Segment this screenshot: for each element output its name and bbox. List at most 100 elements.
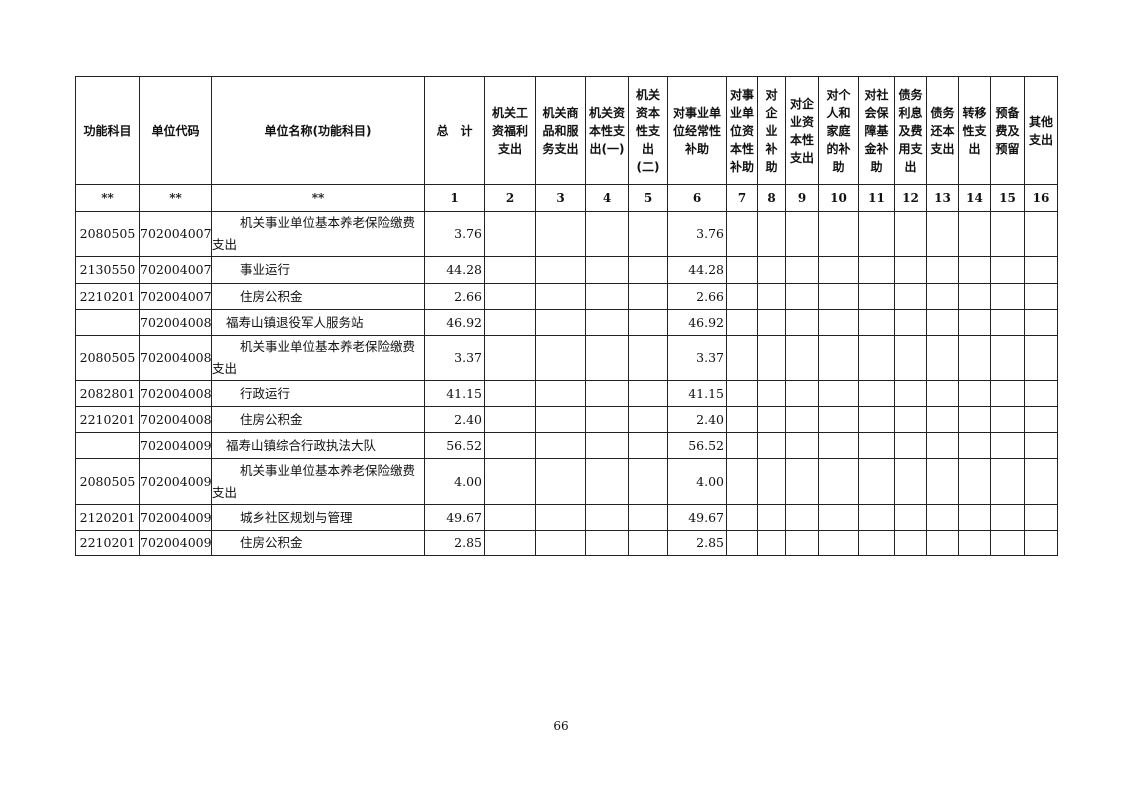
col-16-cell	[1024, 380, 1058, 407]
col-3-cell	[535, 380, 586, 407]
unit-code-cell: 702004007	[139, 256, 212, 284]
unit-name-cell: 城乡社区规划与管理	[211, 504, 425, 531]
column-index: 4	[585, 184, 629, 212]
unit-name-cell: 福寿山镇退役军人服务站	[211, 309, 425, 336]
col-10-cell	[818, 211, 859, 257]
unit-name-cell: 机关事业单位基本养老保险缴费支出	[211, 211, 425, 257]
col-14-cell	[958, 432, 991, 459]
col-4-cell	[585, 380, 629, 407]
header-row: 功能科目 单位代码 单位名称(功能科目) 总 计机关工 资福利 支出 机关商 品和服 务…	[75, 76, 1058, 185]
col-10-cell	[818, 256, 859, 284]
column-header: 对 企 业 补 助	[757, 76, 786, 185]
col-13-cell	[926, 406, 959, 433]
column-header: 功能科目	[75, 76, 140, 185]
col-13-cell	[926, 283, 959, 310]
col-4-cell	[585, 211, 629, 257]
col-15-cell	[990, 256, 1025, 284]
col-14-cell	[958, 406, 991, 433]
col-8-cell	[757, 211, 786, 257]
unit-code-cell: 702004009	[139, 530, 212, 556]
column-index: 3	[535, 184, 586, 212]
table-row: 2210201 702004007 住房公积金 2.66 2.66	[75, 283, 1058, 310]
column-header: 单位名称(功能科目)	[211, 76, 425, 185]
col-5-cell	[628, 432, 668, 459]
col-2-cell	[484, 283, 536, 310]
table-row: 2120201 702004009 城乡社区规划与管理 49.67 49.67	[75, 504, 1058, 531]
col-3-cell	[535, 530, 586, 556]
column-header: 对社 会保 障基 金补 助	[858, 76, 895, 185]
col-10-cell	[818, 406, 859, 433]
col-5-cell	[628, 309, 668, 336]
function-code-cell: 2210201	[75, 406, 140, 433]
col-5-cell	[628, 335, 668, 381]
col-3-cell	[535, 283, 586, 310]
col-10-cell	[818, 335, 859, 381]
unit-name-cell: 事业运行	[211, 256, 425, 284]
col-5-cell	[628, 283, 668, 310]
function-code-cell: 2130550	[75, 256, 140, 284]
col-15-cell	[990, 309, 1025, 336]
column-header: 债务 还本 支出	[926, 76, 959, 185]
column-header: 机关工 资福利 支出	[484, 76, 536, 185]
col-14-cell	[958, 309, 991, 336]
col-9-cell	[785, 432, 819, 459]
col-11-cell	[858, 256, 895, 284]
function-code-cell: 2080505	[75, 335, 140, 381]
col-14-cell	[958, 504, 991, 531]
col-2-cell	[484, 530, 536, 556]
col-13-cell	[926, 256, 959, 284]
col-5-cell	[628, 504, 668, 531]
col-11-cell	[858, 380, 895, 407]
col-3-cell	[535, 432, 586, 459]
col-7-cell	[726, 530, 758, 556]
col-13-cell	[926, 504, 959, 531]
col-3-cell	[535, 335, 586, 381]
column-index: 8	[757, 184, 786, 212]
col-6-cell: 56.52	[667, 432, 727, 459]
col-15-cell	[990, 458, 1025, 505]
col-14-cell	[958, 335, 991, 381]
function-code-cell: 2080505	[75, 211, 140, 257]
col-13-cell	[926, 458, 959, 505]
col-3-cell	[535, 458, 586, 505]
col-9-cell	[785, 283, 819, 310]
col-5-cell	[628, 256, 668, 284]
col-15-cell	[990, 504, 1025, 531]
col-5-cell	[628, 406, 668, 433]
col-15-cell	[990, 432, 1025, 459]
col-8-cell	[757, 458, 786, 505]
budget-table: 功能科目 单位代码 单位名称(功能科目) 总 计机关工 资福利 支出 机关商 品和服 务…	[75, 76, 1058, 556]
function-code-cell: 2210201	[75, 530, 140, 556]
column-index: **	[75, 184, 140, 212]
total-cell: 46.92	[424, 309, 485, 336]
col-6-cell: 2.40	[667, 406, 727, 433]
col-14-cell	[958, 530, 991, 556]
col-15-cell	[990, 335, 1025, 381]
col-9-cell	[785, 380, 819, 407]
col-5-cell	[628, 458, 668, 505]
column-header: 对事业单 位经常性 补助	[667, 76, 727, 185]
col-13-cell	[926, 380, 959, 407]
unit-code-cell: 702004008	[139, 309, 212, 336]
col-12-cell	[894, 458, 927, 505]
col-7-cell	[726, 283, 758, 310]
col-2-cell	[484, 406, 536, 433]
col-2-cell	[484, 380, 536, 407]
col-4-cell	[585, 432, 629, 459]
col-16-cell	[1024, 211, 1058, 257]
col-6-cell: 46.92	[667, 309, 727, 336]
col-13-cell	[926, 530, 959, 556]
col-16-cell	[1024, 256, 1058, 284]
col-12-cell	[894, 309, 927, 336]
column-index: 16	[1024, 184, 1058, 212]
col-9-cell	[785, 256, 819, 284]
col-15-cell	[990, 406, 1025, 433]
col-7-cell	[726, 256, 758, 284]
col-12-cell	[894, 530, 927, 556]
col-9-cell	[785, 530, 819, 556]
col-10-cell	[818, 380, 859, 407]
column-header: 对个 人和 家庭 的补 助	[818, 76, 859, 185]
col-16-cell	[1024, 283, 1058, 310]
col-3-cell	[535, 211, 586, 257]
function-code-cell: 2210201	[75, 283, 140, 310]
